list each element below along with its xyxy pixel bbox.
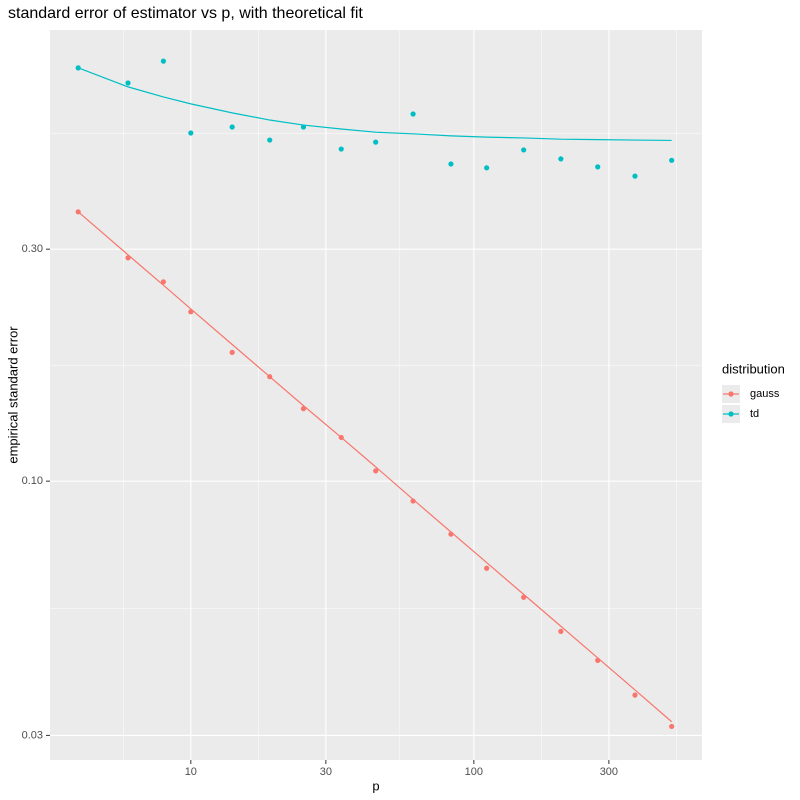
y-tick-label: 0.30 [22,243,43,255]
legend-label: gauss [750,388,780,400]
data-point [410,498,416,504]
fit-line [77,67,672,142]
data-point [300,406,307,412]
legend-point [728,391,734,397]
data-point [338,146,344,152]
data-point [448,161,454,167]
data-point [300,124,307,130]
legend-point [728,411,734,417]
data-point [229,349,235,355]
y-tick-label: 0.10 [22,475,43,487]
data-point [558,628,564,634]
legend-label: td [750,408,759,420]
data-point [595,164,601,170]
data-point [521,594,527,600]
data-point [338,434,344,441]
data-point [160,279,166,285]
panel [50,30,702,760]
data-point [75,209,81,215]
data-point [267,137,273,143]
data-point [669,157,675,163]
data-point [188,309,194,315]
data-point [125,80,131,86]
data-point [521,147,527,153]
data-point [484,165,490,171]
x-tick-label: 10 [185,766,197,778]
data-point [632,173,638,179]
data-point [669,723,675,730]
data-point [267,374,273,380]
data-point [373,468,379,474]
data-point [632,692,638,698]
data-point [595,657,601,663]
x-tick-label: 300 [600,766,618,778]
data-point [125,255,131,261]
fit-line [77,211,673,723]
data-point [448,531,454,537]
data-point [229,124,235,130]
x-tick-label: 30 [320,766,332,778]
legend-title: distribution [722,361,785,376]
x-tick-label: 100 [465,766,483,778]
data-point [410,111,416,117]
y-tick-label: 0.03 [22,729,43,741]
data-point [75,65,81,71]
data-point [160,58,166,64]
data-point [558,156,564,162]
chart-title: standard error of estimator vs p, with t… [8,5,363,22]
data-point [373,139,379,145]
data-point [484,565,490,571]
x-axis-label: p [372,778,379,793]
data-point [188,130,194,136]
y-axis-label: empirical standard error [5,326,20,464]
